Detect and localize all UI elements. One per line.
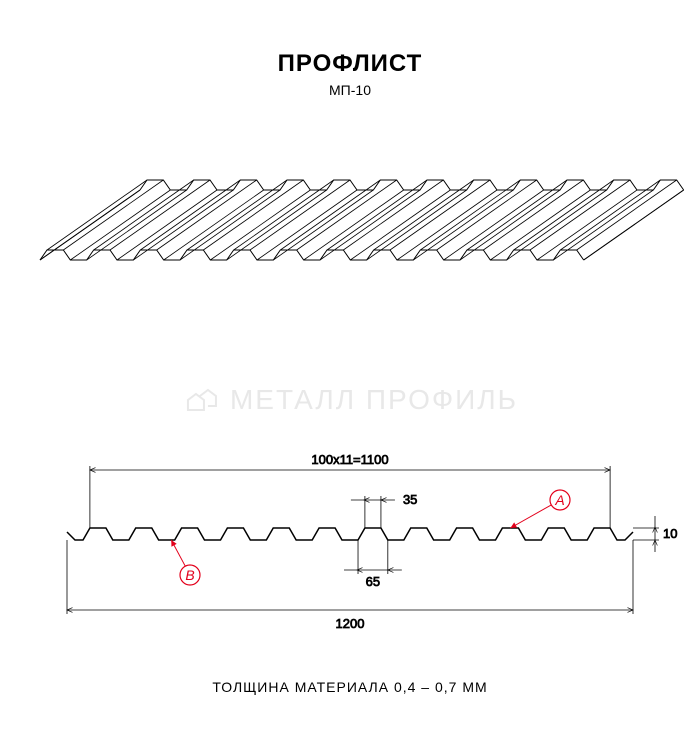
watermark-text: МЕТАЛЛ ПРОФИЛЬ: [230, 384, 518, 416]
profile-path: [67, 528, 633, 540]
marker-b: B: [171, 540, 200, 585]
marker-a: A: [510, 490, 570, 528]
cross-section-view: 100x11=1100 35 65 1200 10 A B: [0, 430, 700, 680]
dim-overall-width: 1200: [336, 616, 365, 631]
page-title: ПРОФЛИСТ: [0, 50, 700, 78]
dim-working-width: 100x11=1100: [311, 452, 388, 467]
watermark: МЕТАЛЛ ПРОФИЛЬ: [182, 380, 518, 420]
svg-text:A: A: [554, 492, 564, 508]
isometric-view: [0, 170, 700, 370]
svg-text:B: B: [185, 567, 194, 583]
page-subtitle: МП-10: [0, 82, 700, 98]
thickness-note: ТОЛЩИНА МАТЕРИАЛА 0,4 – 0,7 ММ: [0, 679, 700, 695]
dim-height: 10: [663, 526, 677, 541]
watermark-icon: [182, 380, 222, 420]
dim-rib-top: 35: [403, 492, 417, 507]
dim-rib-bottom: 65: [366, 574, 380, 589]
